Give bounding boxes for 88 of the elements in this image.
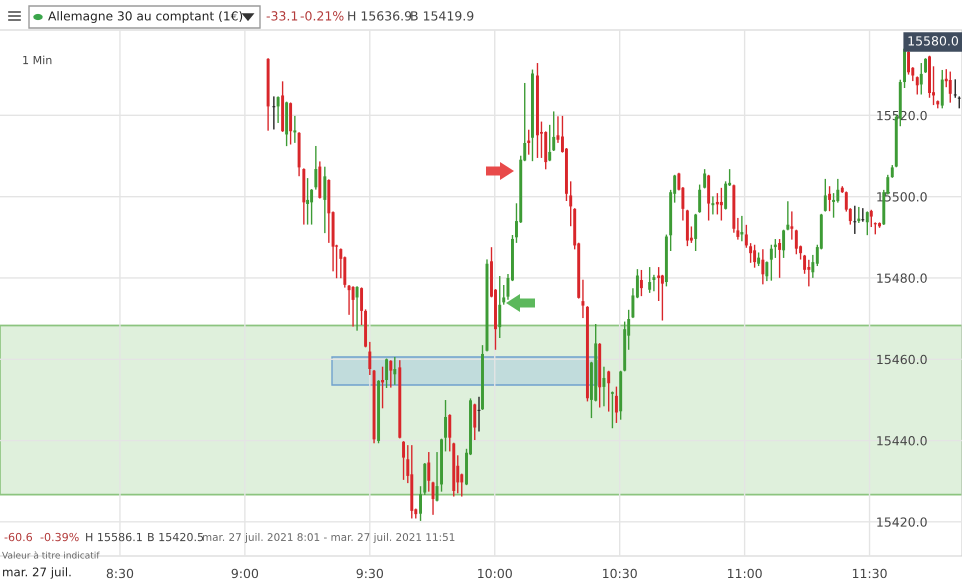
text: mar. 27 juil. bbox=[3, 567, 71, 579]
annotation: B 15420.5 bbox=[148, 532, 204, 542]
candlestick bbox=[648, 267, 652, 293]
candlestick bbox=[744, 224, 748, 248]
candlestick bbox=[356, 286, 359, 331]
candlestick bbox=[352, 286, 355, 327]
candlestick bbox=[478, 396, 480, 432]
candlestick bbox=[786, 201, 790, 230]
candlestick bbox=[716, 193, 719, 214]
candlestick bbox=[657, 267, 660, 302]
annotation: 1 Min bbox=[23, 56, 52, 64]
text: -33.1 bbox=[266, 11, 298, 21]
candlestick bbox=[698, 184, 702, 213]
candlestick bbox=[323, 166, 326, 234]
candlestick bbox=[393, 356, 396, 385]
candlestick bbox=[548, 124, 552, 162]
candlestick bbox=[711, 196, 714, 214]
candlestick bbox=[703, 169, 706, 188]
candlestick bbox=[774, 239, 777, 258]
candlestick bbox=[782, 230, 786, 258]
candlestick bbox=[790, 211, 794, 240]
annotation: H 15586.1 bbox=[86, 532, 142, 542]
candlestick bbox=[610, 391, 614, 428]
candlestick bbox=[765, 261, 768, 282]
candlestick bbox=[614, 386, 618, 423]
candlestick bbox=[890, 165, 894, 178]
x-tick-label: 11:00 bbox=[728, 568, 762, 578]
candlestick bbox=[753, 244, 756, 268]
candlestick bbox=[832, 193, 836, 218]
candlestick bbox=[419, 486, 422, 521]
y-tick-label: 15440.0 bbox=[877, 436, 927, 446]
y-tick-label: 15420.0 bbox=[877, 517, 927, 527]
candlestick bbox=[824, 178, 827, 212]
annotation: -0.39% bbox=[40, 532, 79, 542]
candlestick bbox=[761, 249, 764, 284]
candlestick bbox=[757, 252, 760, 266]
candlestick bbox=[444, 400, 447, 452]
text: B 15419.9 bbox=[411, 11, 474, 21]
candlestick bbox=[794, 230, 798, 254]
annotation: 15580.0 bbox=[908, 36, 958, 46]
x-tick-label: 9:00 bbox=[232, 568, 258, 578]
candlestick bbox=[836, 178, 840, 203]
y-tick-label: 15480.0 bbox=[877, 273, 927, 283]
candlestick bbox=[720, 188, 723, 221]
candlestick bbox=[749, 243, 752, 263]
candlestick bbox=[348, 284, 351, 315]
candlestick bbox=[828, 186, 832, 212]
candlestick bbox=[368, 342, 372, 375]
candlestick bbox=[857, 206, 860, 223]
annotation: -60.6 bbox=[4, 532, 32, 542]
candlestick bbox=[640, 270, 643, 296]
annotation: mar. 27 juil. 2021 8:01 - mar. 27 juil. 2021 11:51 bbox=[202, 532, 454, 544]
text: -0.21% bbox=[300, 11, 344, 21]
text: H 15636.9 bbox=[348, 11, 412, 21]
candlestick bbox=[427, 452, 430, 492]
candlestick bbox=[807, 260, 810, 286]
y-tick-label: 15460.0 bbox=[877, 354, 927, 364]
candlestick bbox=[924, 58, 927, 73]
candlestick bbox=[870, 210, 873, 228]
candlestick bbox=[272, 96, 276, 130]
x-tick-label: 10:30 bbox=[603, 568, 637, 578]
annotation: Valeur à titre indicatif bbox=[2, 551, 100, 559]
candlestick bbox=[381, 366, 384, 408]
candlestick bbox=[861, 208, 864, 222]
x-tick-label: 10:00 bbox=[478, 568, 512, 578]
candlestick bbox=[276, 96, 280, 123]
candlestick bbox=[874, 222, 877, 234]
candlestick bbox=[293, 116, 296, 143]
candlestick bbox=[432, 482, 434, 515]
chart-title: Allemagne 30 au comptant (1€) bbox=[48, 11, 242, 23]
candlestick bbox=[602, 366, 606, 406]
candlestick bbox=[866, 211, 869, 236]
candlestick bbox=[306, 178, 310, 225]
candlestick bbox=[436, 452, 438, 502]
candlestick bbox=[778, 239, 782, 278]
candlestick bbox=[652, 274, 656, 292]
candlestick bbox=[581, 280, 584, 318]
candlestick bbox=[907, 51, 910, 75]
x-tick-label: 11:30 bbox=[852, 568, 887, 578]
x-tick-label: 8:30 bbox=[106, 568, 134, 578]
candlestick bbox=[607, 370, 610, 412]
candlestick bbox=[402, 441, 406, 480]
candlestick bbox=[314, 146, 318, 190]
candlestick bbox=[740, 216, 744, 242]
x-tick-label: 9:30 bbox=[356, 568, 384, 578]
candlestick bbox=[389, 360, 392, 388]
candlestick bbox=[385, 358, 388, 388]
candlestick bbox=[853, 206, 856, 234]
